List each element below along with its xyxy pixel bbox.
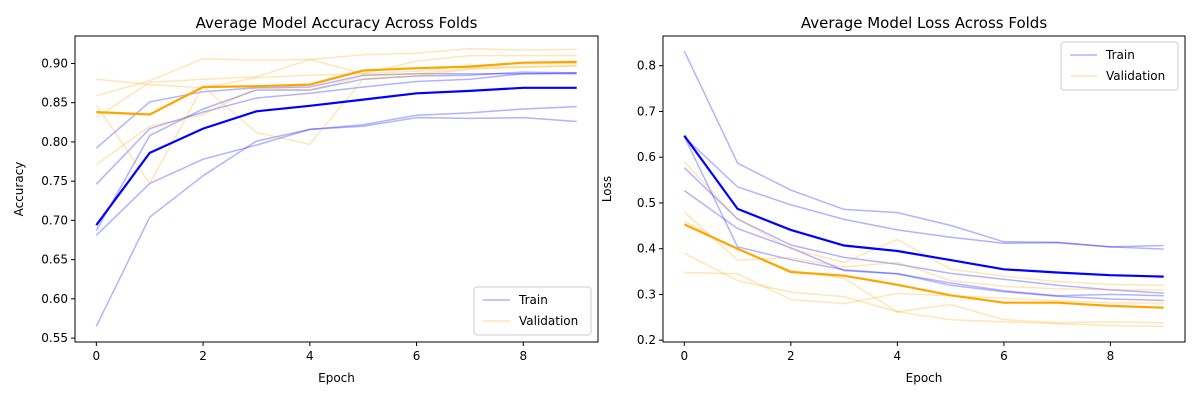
accuracy-y-tick-label: 0.90 <box>41 56 68 70</box>
loss-validation-fold-line <box>684 271 1164 305</box>
accuracy-y-tick-label: 0.55 <box>41 331 68 345</box>
loss-train-fold-line <box>683 50 1164 248</box>
accuracy-y-tick-label: 0.75 <box>41 174 68 188</box>
loss-x-tick-label: 2 <box>787 349 795 363</box>
accuracy-x-tick-label: 4 <box>306 349 314 363</box>
loss-train-fold-line <box>683 136 1164 250</box>
accuracy-train-fold-line <box>95 72 577 149</box>
accuracy-x-tick-label: 8 <box>519 349 527 363</box>
accuracy-validation-fold-line <box>95 65 577 185</box>
accuracy-validation-fold-line <box>95 65 577 166</box>
loss-legend: Train Validation <box>1060 41 1179 91</box>
accuracy-plot-area: 0 2 4 6 8 0.55 0.60 0.65 0.70 0.75 0.80 0.85 0.90 Tra… <box>41 35 599 363</box>
accuracy-legend-label: Train <box>518 293 548 307</box>
loss-y-tick-label: 0.3 <box>637 287 656 301</box>
accuracy-y-tick-label: 0.85 <box>41 96 68 110</box>
loss-train-fold-line <box>683 189 1164 297</box>
loss-axes-frame <box>662 35 1186 343</box>
loss-y-tick-label: 0.8 <box>637 59 656 73</box>
loss-x-tick-label: 8 <box>1107 349 1115 363</box>
loss-validation-mean-line <box>683 223 1164 309</box>
accuracy-train-fold-line <box>95 72 577 185</box>
accuracy-y-tick-label: 0.60 <box>41 292 68 306</box>
accuracy-x-tick-label: 0 <box>93 349 101 363</box>
loss-y-tick-label: 0.5 <box>637 196 656 210</box>
accuracy-y-axis-label: Accuracy <box>12 162 26 217</box>
loss-y-axis-label: Loss <box>600 176 614 202</box>
loss-x-axis-label: Epoch <box>906 371 943 385</box>
loss-y-tick-label: 0.7 <box>637 104 656 118</box>
loss-validation-fold-line <box>683 252 1164 324</box>
loss-train-mean-line <box>683 135 1164 278</box>
accuracy-chart-title: Average Model Accuracy Across Folds <box>196 14 478 32</box>
loss-validation-fold-line <box>683 161 1164 287</box>
loss-x-tick-label: 0 <box>680 349 688 363</box>
loss-y-tick-label: 0.4 <box>637 242 656 256</box>
accuracy-chart-panel: Average Model Accuracy Across Folds Epoc… <box>12 14 599 385</box>
accuracy-legend-box <box>473 286 592 336</box>
accuracy-train-mean-line <box>95 86 577 226</box>
accuracy-y-tick-label: 0.70 <box>41 213 68 227</box>
accuracy-legend: Train Validation <box>473 286 592 336</box>
loss-train-fold-line <box>683 167 1164 294</box>
loss-chart-title: Average Model Loss Across Folds <box>801 14 1047 32</box>
accuracy-validation-fold-line <box>96 47 577 97</box>
loss-legend-label: Train <box>1105 48 1135 62</box>
loss-x-tick-label: 6 <box>1000 349 1008 363</box>
accuracy-legend-label: Validation <box>519 314 578 328</box>
loss-x-tick-label: 4 <box>894 349 902 363</box>
accuracy-y-tick-label: 0.80 <box>41 135 68 149</box>
accuracy-x-tick-label: 6 <box>413 349 421 363</box>
loss-legend-box <box>1060 41 1179 91</box>
accuracy-train-fold-line <box>95 105 577 236</box>
accuracy-x-axis-label: Epoch <box>318 371 355 385</box>
loss-y-tick-label: 0.6 <box>637 150 656 164</box>
loss-train-fold-line <box>683 136 1164 302</box>
accuracy-train-fold-line <box>95 116 577 327</box>
accuracy-validation-mean-line <box>96 60 577 116</box>
accuracy-y-tick-label: 0.65 <box>41 253 68 267</box>
accuracy-x-tick-label: 2 <box>199 349 207 363</box>
loss-legend-label: Validation <box>1106 69 1165 83</box>
loss-chart-panel: Average Model Loss Across Folds Epoch Lo… <box>600 14 1186 385</box>
accuracy-train-fold-line <box>95 71 577 231</box>
accuracy-validation-fold-line <box>95 54 577 119</box>
loss-validation-fold-line <box>683 211 1164 291</box>
loss-y-tick-label: 0.2 <box>637 333 656 347</box>
loss-plot-area: 0 2 4 6 8 0.2 0.3 0.4 0.5 0.6 0.7 0.8 Train Validatio… <box>637 35 1186 363</box>
accuracy-axes-frame <box>74 35 599 343</box>
